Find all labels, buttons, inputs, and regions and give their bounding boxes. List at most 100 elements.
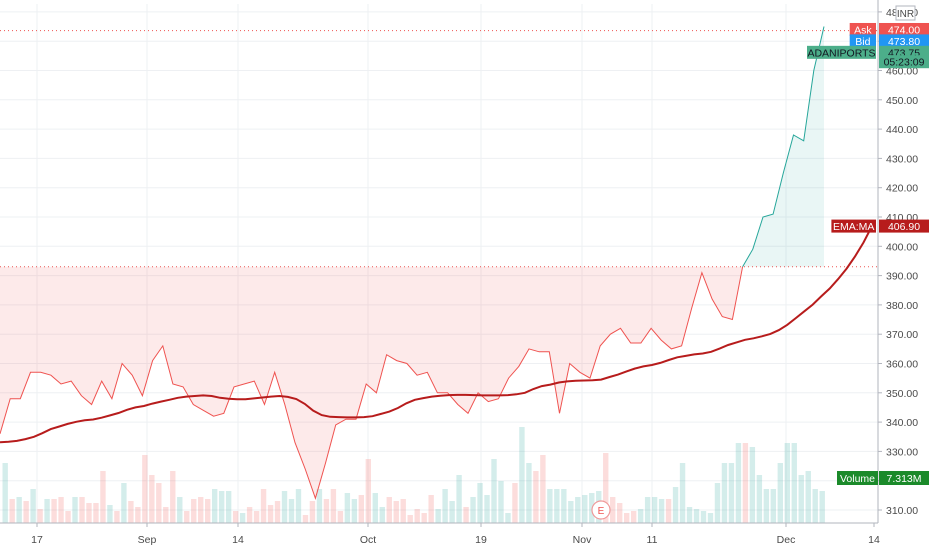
volume-bar [819, 491, 825, 523]
time-axis[interactable]: 17 Sep 14 Oct 19 Nov 11 Dec 14 [0, 522, 880, 546]
volume-bar [630, 511, 637, 523]
volume-bar [812, 489, 818, 523]
volume-bar [30, 489, 36, 523]
volume-bar [86, 503, 92, 523]
y-tick-label: 420.00 [886, 183, 918, 195]
ema-line [0, 225, 873, 444]
series-lines [0, 26, 873, 500]
volume-bar [463, 507, 469, 523]
series-tag-value [879, 55, 929, 69]
volume-bar [777, 463, 784, 523]
volume-bar [651, 497, 658, 523]
earnings-marker-icon [591, 500, 611, 520]
x-tick-label: Sep [138, 534, 157, 546]
volume-bar [44, 499, 50, 523]
volume-bar [693, 509, 700, 523]
volume-bar [735, 443, 742, 523]
series-tag-label-text: Ask [854, 24, 872, 36]
series-tag-label [849, 22, 876, 36]
volume-bar [351, 499, 358, 523]
x-tick-label: 17 [31, 534, 43, 546]
y-tick-label: 360.00 [886, 359, 918, 371]
volume-bar [763, 489, 770, 523]
volume-bar [337, 511, 344, 523]
volume-bar [756, 475, 763, 523]
volume-bar [770, 489, 777, 523]
y-tick-label: 460.00 [886, 66, 918, 78]
volume-bar [784, 443, 790, 523]
volume-tag-value [879, 471, 929, 485]
volume-bar [798, 475, 804, 523]
volume-bar [142, 455, 148, 523]
y-tick-label: 390.00 [886, 271, 918, 283]
y-tick-label: 310.00 [886, 505, 918, 517]
volume-bar [246, 507, 253, 523]
volume-tag-label [837, 471, 878, 485]
volume-bar [805, 471, 811, 523]
volume-bar [414, 509, 420, 523]
chart-markers: E [591, 500, 611, 520]
volume-bar [239, 513, 246, 523]
volume-bar [23, 501, 29, 523]
x-tick-label: 14 [868, 534, 880, 546]
volume-bar [9, 499, 15, 523]
volume-bar [672, 487, 679, 523]
volume-bar [393, 501, 399, 523]
volume-bar [323, 499, 330, 523]
y-tick-label: 450.00 [886, 95, 918, 107]
earnings-marker-label: E [598, 506, 605, 517]
volume-bar [603, 453, 609, 523]
series-tag-label-text: ADANIPORTS [807, 47, 875, 59]
volume-bar [470, 497, 476, 523]
volume-bar [498, 481, 504, 523]
y-tick-label: 400.00 [886, 241, 918, 253]
series-tag-value-text: 406.90 [888, 221, 920, 233]
volume-bar [477, 483, 483, 523]
volume-bar [575, 497, 581, 523]
volume-bar [658, 499, 665, 523]
volume-bar [791, 443, 797, 523]
volume-bar [170, 471, 176, 523]
volume-bar [79, 497, 85, 523]
volume-bar [617, 503, 623, 523]
volume-tag-value-text: 7.313M [886, 473, 921, 485]
price-line-down [0, 266, 744, 500]
volume-bar [72, 497, 78, 523]
volume-bar [456, 475, 462, 523]
x-tick-label: Nov [573, 534, 592, 546]
price-area-up [742, 26, 824, 267]
price-area-down [0, 266, 824, 499]
volume-bar [65, 511, 71, 523]
y-tick-label: 440.00 [886, 124, 918, 136]
price-axis[interactable]: 310.00320.00330.00340.00350.00360.00370.… [877, 0, 918, 523]
volume-bar [344, 493, 351, 523]
volume-bar [281, 491, 288, 523]
x-tick-label: Dec [777, 534, 796, 546]
volume-bar [16, 497, 22, 523]
volume-bar [121, 483, 127, 523]
series-tag-label-text: Bid [855, 36, 870, 48]
series-tag-value-text: 473.80 [888, 36, 920, 48]
volume-bar [512, 483, 518, 523]
volume-bar [386, 497, 392, 523]
volume-bar [533, 471, 539, 523]
volume-bar [547, 489, 553, 523]
y-tick-label: 330.00 [886, 446, 918, 458]
volume-bar [177, 497, 183, 523]
volume-bar [749, 447, 756, 523]
volume-bar [107, 505, 113, 523]
volume-bar [637, 509, 644, 523]
volume-bar [484, 495, 490, 523]
volume-bar [365, 459, 372, 523]
volume-bar [372, 493, 378, 523]
volume-bar [128, 501, 134, 523]
y-tick-label: 430.00 [886, 153, 918, 165]
volume-bar [644, 497, 651, 523]
volume-bar [51, 499, 57, 523]
volume-bar [568, 501, 574, 523]
volume-bar [623, 513, 630, 523]
currency-box [895, 5, 916, 21]
volume-bar [274, 501, 281, 523]
y-tick-label: 340.00 [886, 417, 918, 429]
